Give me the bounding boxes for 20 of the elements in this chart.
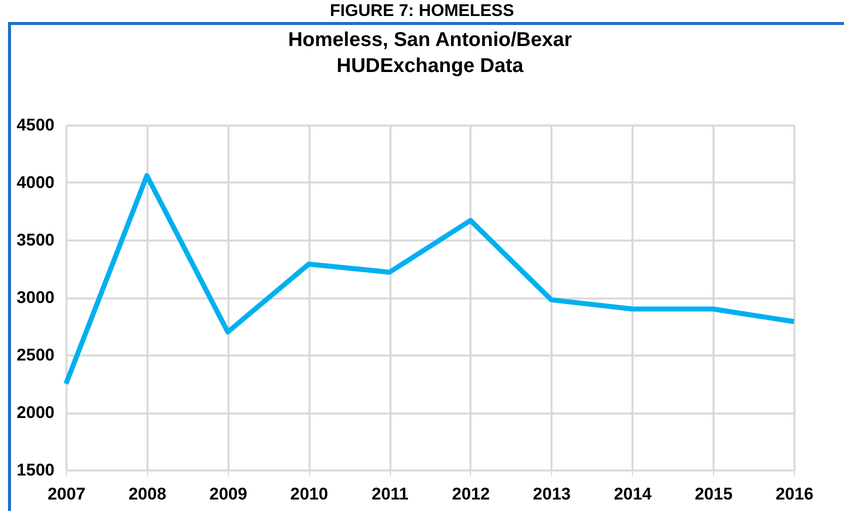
x-tick-label: 2015	[694, 484, 733, 504]
y-tick-label: 3000	[16, 288, 54, 307]
y-tick-label: 4000	[16, 173, 54, 192]
y-tick-label: 4500	[16, 116, 54, 134]
x-tick-label: 2010	[290, 484, 328, 504]
x-tick-label: 2009	[209, 484, 248, 504]
caption: FIGURE 7: HOMELESS	[328, 0, 516, 22]
x-tick-label: 2014	[614, 484, 652, 504]
x-tick-label: 2012	[452, 484, 490, 504]
x-tick-label: 2013	[532, 484, 571, 504]
x-tick-label: 2011	[372, 484, 408, 504]
chart-subtitle: HUDExchange Data	[336, 55, 524, 77]
y-tick-label: 1500	[16, 460, 54, 480]
x-tick-label: 2007	[48, 484, 86, 504]
y-tick-label: 2500	[16, 346, 54, 364]
x-tick-label: 2008	[128, 484, 166, 504]
y-tick-label: 2000	[16, 403, 54, 422]
y-tick-label: 3500	[16, 230, 54, 250]
chart-title: Homeless, San Antonio/Bexar	[288, 29, 572, 51]
x-tick-label: 2016	[776, 484, 814, 504]
